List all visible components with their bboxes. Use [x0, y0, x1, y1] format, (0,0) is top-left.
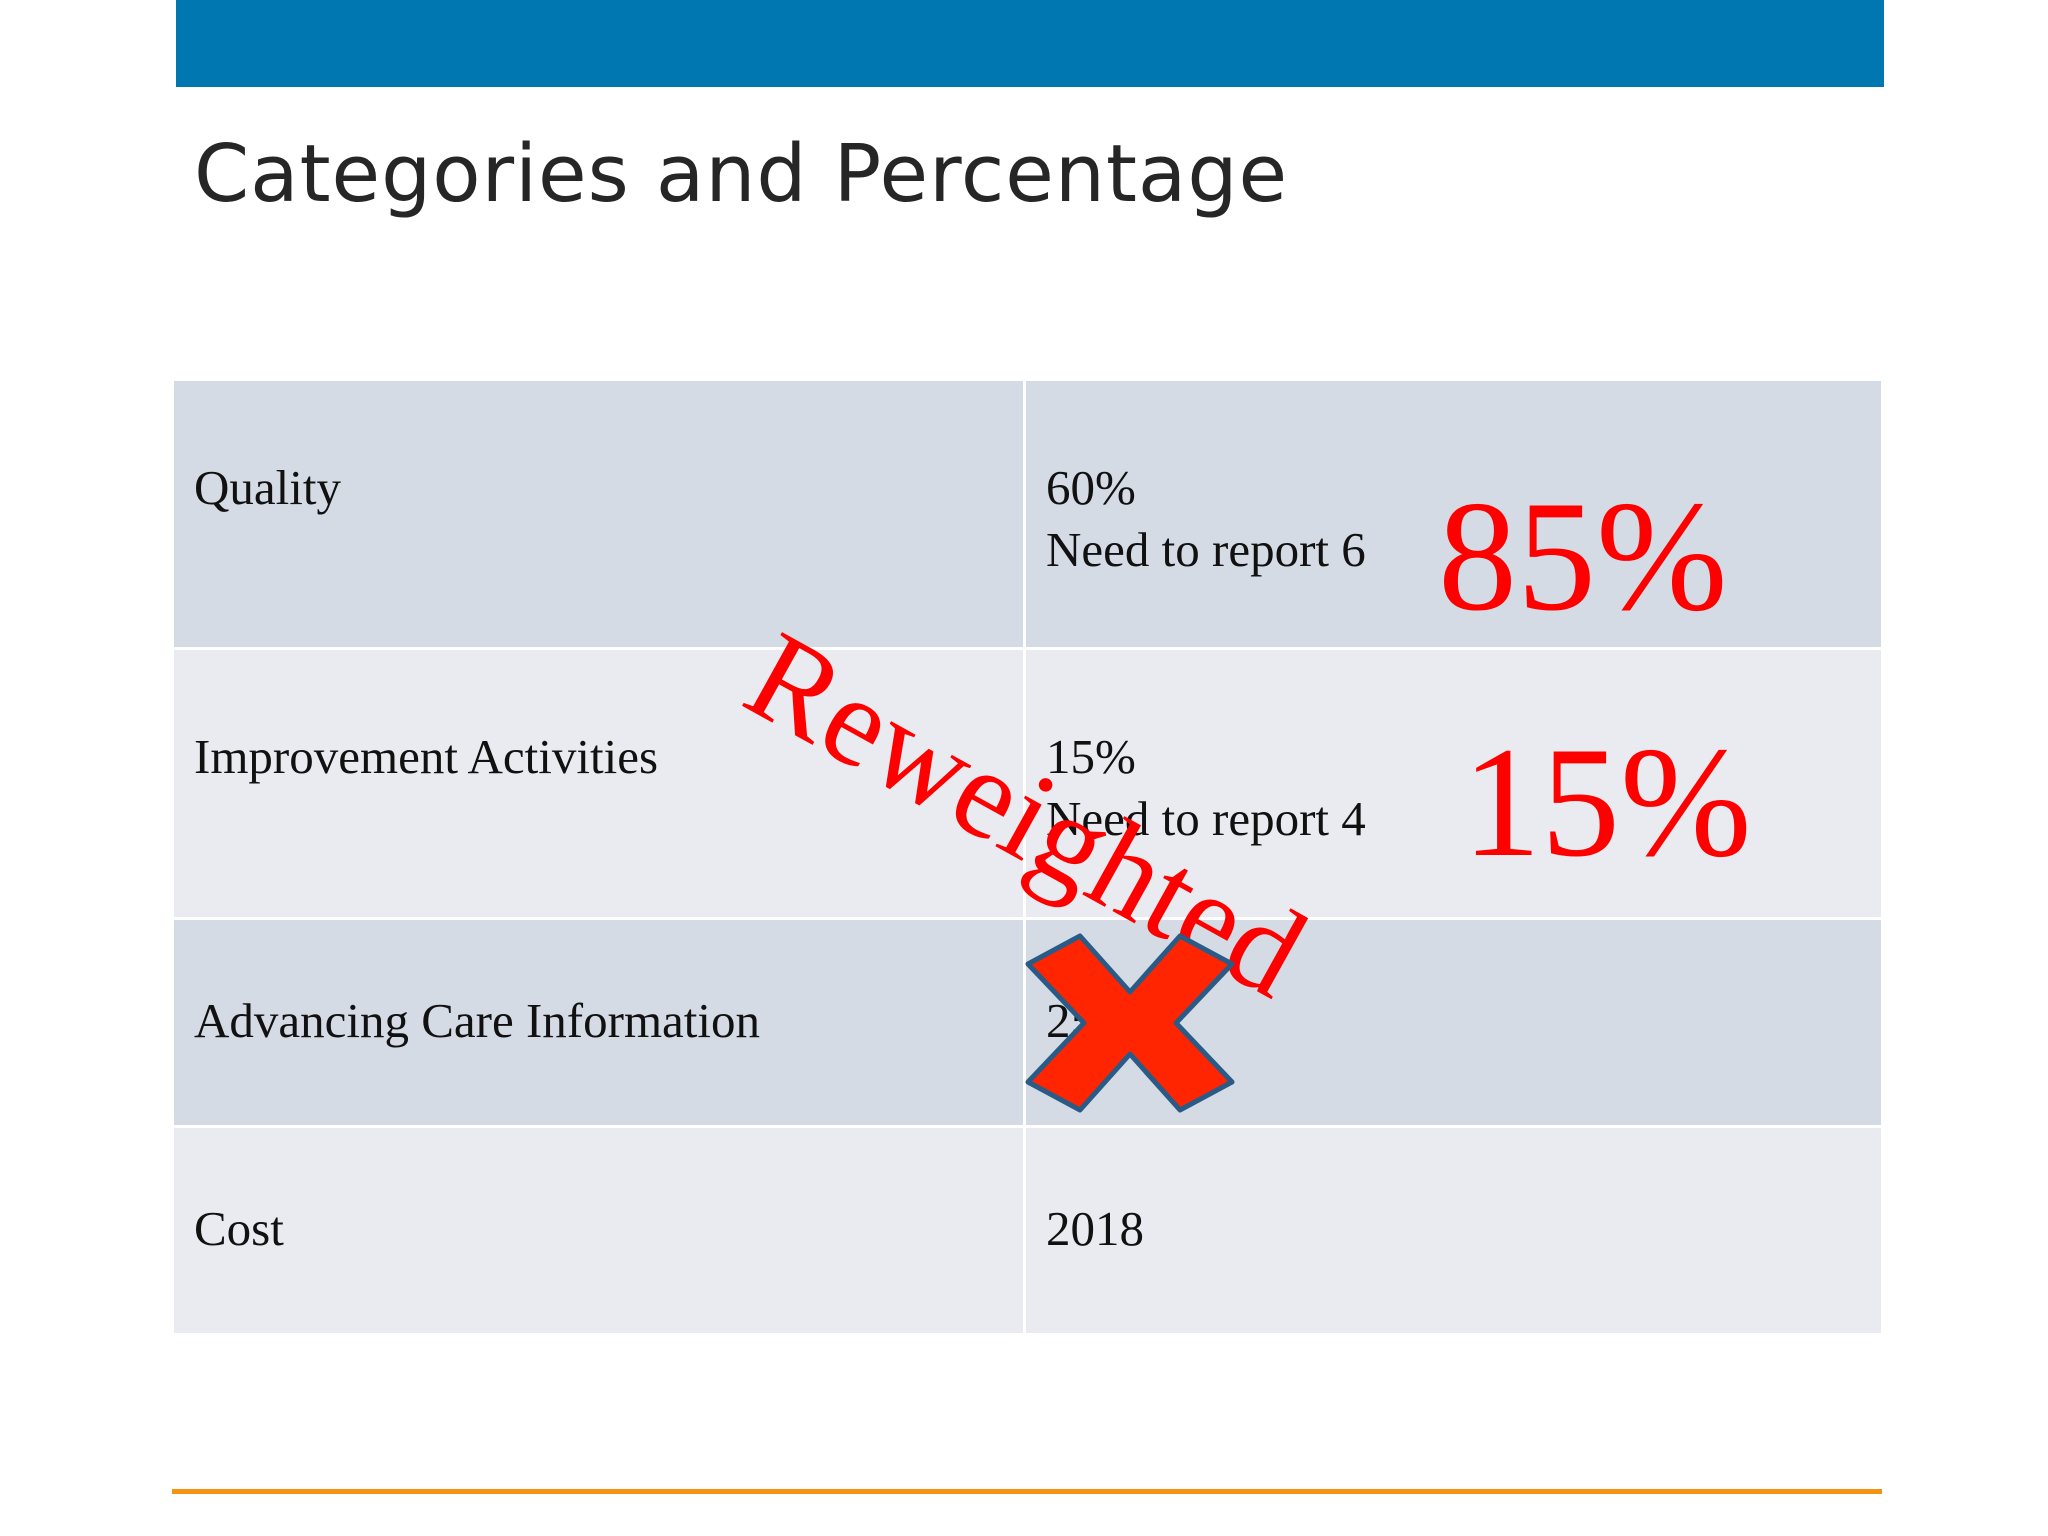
categories-table: Quality 60% Need to report 6 Improvement…	[174, 381, 1881, 1333]
category-value: 2018	[1026, 1128, 1881, 1333]
x-mark-icon	[1025, 933, 1235, 1113]
category-name: Advancing Care Information	[174, 920, 1026, 1125]
top-accent-bar	[176, 0, 1884, 87]
category-name: Quality	[174, 381, 1026, 647]
table-row-quality: Quality 60% Need to report 6	[174, 381, 1881, 647]
category-name: Cost	[174, 1128, 1026, 1333]
year-text: 2018	[1046, 1201, 1144, 1256]
percentage-text: 15%	[1046, 729, 1136, 784]
table-row-improvement-activities: Improvement Activities 15% Need to repor…	[174, 647, 1881, 917]
table-row-advancing-care-information: Advancing Care Information 25%	[174, 917, 1881, 1125]
slide-title: Categories and Percentage	[194, 128, 1289, 220]
report-requirement-text: Need to report 6	[1046, 522, 1366, 577]
percentage-text: 60%	[1046, 460, 1136, 515]
category-value: 15% Need to report 4	[1026, 650, 1881, 917]
report-requirement-text: Need to report 4	[1046, 791, 1366, 846]
category-value: 60% Need to report 6	[1026, 381, 1881, 647]
improvement-reweighted-percentage: 15%	[1462, 715, 1752, 890]
bottom-accent-line	[172, 1489, 1882, 1494]
table-row-cost: Cost 2018	[174, 1125, 1881, 1333]
category-name: Improvement Activities	[174, 650, 1026, 917]
quality-reweighted-percentage: 85%	[1438, 469, 1728, 644]
